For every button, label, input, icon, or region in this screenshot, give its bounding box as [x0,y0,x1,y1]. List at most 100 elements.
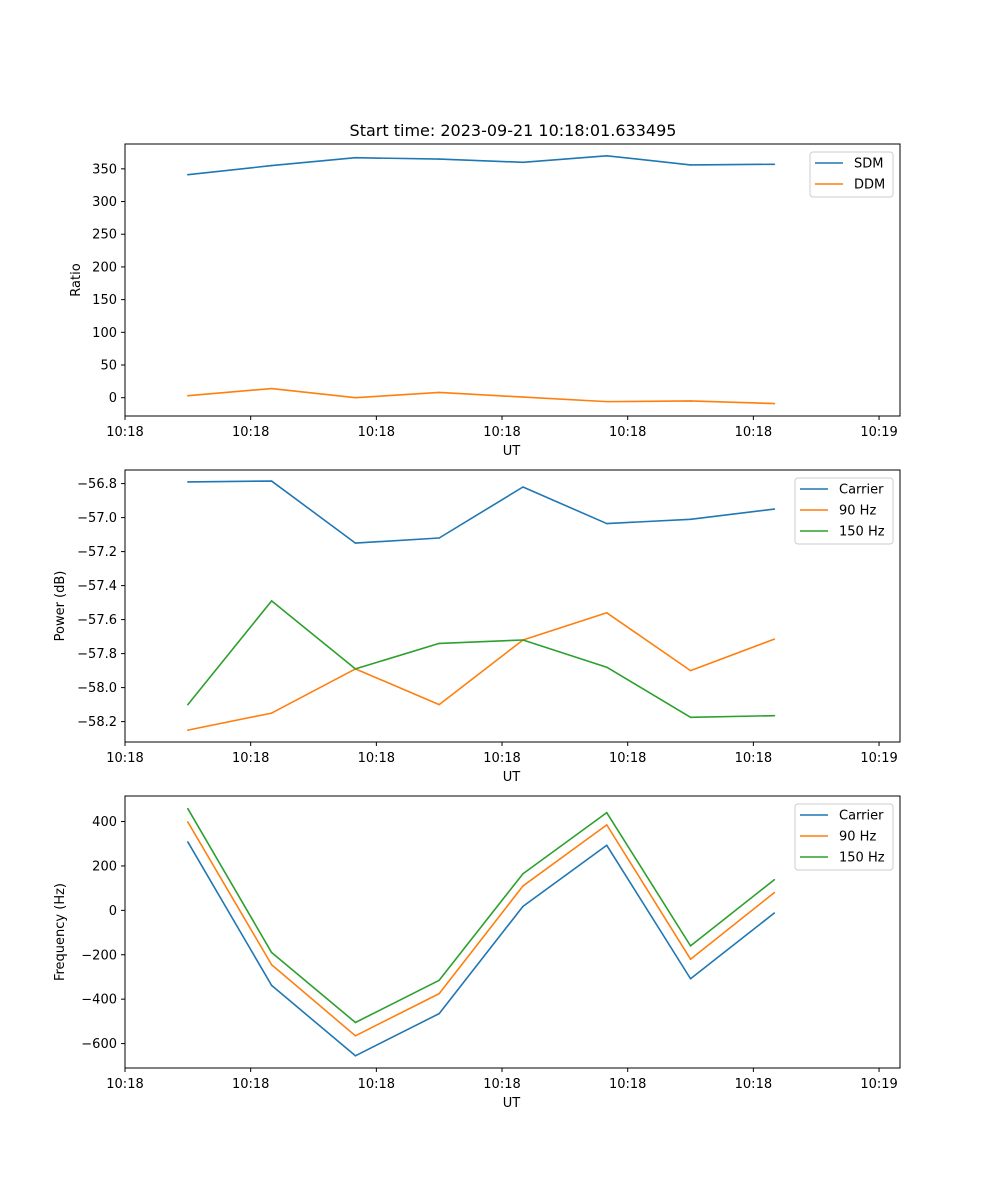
x-tick-label: 10:18 [735,425,772,440]
x-axis-label: UT [503,1096,521,1111]
data-point [270,984,273,987]
legend-label: 90 Hz [839,504,876,519]
axes-frame [124,143,901,417]
y-tick-label: 150 [92,293,117,308]
data-point [354,396,357,399]
data-point [438,979,440,982]
y-tick-label: −57.0 [77,511,117,526]
data-point [773,402,776,405]
data-point [773,891,776,894]
y-tick-label: −58.2 [77,715,117,730]
data-point [605,666,608,668]
legend-label: DDM [854,178,885,193]
data-point [438,1012,440,1015]
x-tick-label: 10:18 [609,751,646,766]
data-point [187,173,189,176]
y-tick-label: −57.2 [77,545,117,560]
plot-area [125,796,900,1068]
chart-panel-2: −58.2 −58.0 −57.8 −57.6 −57.4 −57.2 −57.0 −56.8… [53,469,901,785]
data-point [354,1021,357,1024]
data-point [689,958,692,960]
legend-label: 150 Hz [839,525,885,540]
legend-label: Carrier [839,809,884,824]
x-tick-label: 10:18 [106,751,143,766]
data-point [270,164,273,167]
y-tick-label: −200 [81,948,117,963]
x-tick-label: 10:18 [106,1077,143,1092]
y-tick-label: 250 [92,228,117,243]
data-point [522,872,524,875]
data-point [270,712,273,714]
y-tick-label: 100 [92,326,117,341]
data-point [354,1054,357,1057]
data-point [773,163,776,166]
legend-label: SDM [854,157,883,172]
x-tick-label: 10:18 [483,751,520,766]
axes-frame [124,795,901,1069]
data-point [270,387,273,390]
y-tick-label: 200 [92,859,117,874]
y-tick-label: 400 [92,815,117,830]
x-tick-label: 10:18 [358,1077,395,1092]
data-point [605,824,608,826]
data-point [522,396,524,398]
y-tick-label: 300 [92,195,117,210]
series-line-150-hz [187,808,775,1024]
x-tick-label: 10:18 [735,1077,772,1092]
y-tick-label: −56.8 [77,477,117,492]
x-tick-label: 10:18 [232,751,269,766]
y-tick-label: 50 [100,359,117,374]
x-tick-label: 10:18 [358,425,395,440]
x-tick-label: 10:18 [735,751,772,766]
data-point [438,642,440,645]
series-line-90-hz [187,611,775,731]
data-point [438,992,440,995]
data-point [270,951,273,954]
x-tick-label: 10:19 [860,425,897,440]
x-tick-label: 10:18 [106,425,143,440]
x-tick-label: 10:18 [609,1077,646,1092]
x-tick-label: 10:18 [483,1077,520,1092]
series-line-sdm [187,154,775,176]
data-point [354,156,357,159]
data-point [689,164,692,166]
data-point [689,669,692,672]
data-point [270,480,273,482]
chart-panel-3: −600 −400 −200 0 200 400 10:18 10:18 10:18 10:18 1… [53,795,901,1111]
legend-label: Carrier [839,483,884,498]
legend: Carrier 90 Hz 150 Hz [794,477,894,545]
data-point [438,391,440,394]
x-axis-label: UT [503,770,521,785]
legend-label: 150 Hz [839,851,885,866]
axes-container: 0 50 100 150 200 250 300 350 10:18 10:18 10:18 10:1… [53,143,901,1111]
y-axis-label: Power (dB) [53,571,68,642]
y-tick-label: −400 [81,993,117,1008]
series-line-150-hz [187,600,775,719]
data-point [187,703,189,706]
series-line-ddm [187,387,775,405]
legend-box [794,477,894,545]
x-tick-label: 10:18 [232,1077,269,1092]
data-point [270,600,273,602]
data-point [605,811,608,814]
x-tick-label: 10:19 [860,751,897,766]
legend: SDM DDM [809,151,894,198]
data-point [689,945,692,947]
data-point [522,905,524,908]
x-tick-label: 10:18 [232,425,269,440]
data-point [689,518,692,521]
y-tick-label: −57.4 [77,579,117,594]
series-line-carrier [187,841,775,1057]
y-tick-label: 350 [92,162,117,177]
data-point [605,400,608,403]
data-point [522,885,524,887]
y-tick-label: −58.0 [77,681,117,696]
data-point [354,1035,357,1037]
series-line-carrier [187,480,775,544]
axes-frame [124,469,901,743]
chart-panel-1: 0 50 100 150 200 250 300 350 10:18 10:18 10:18 10:1… [69,143,901,459]
data-point [354,668,357,670]
data-point [773,912,776,914]
data-point [605,522,608,525]
